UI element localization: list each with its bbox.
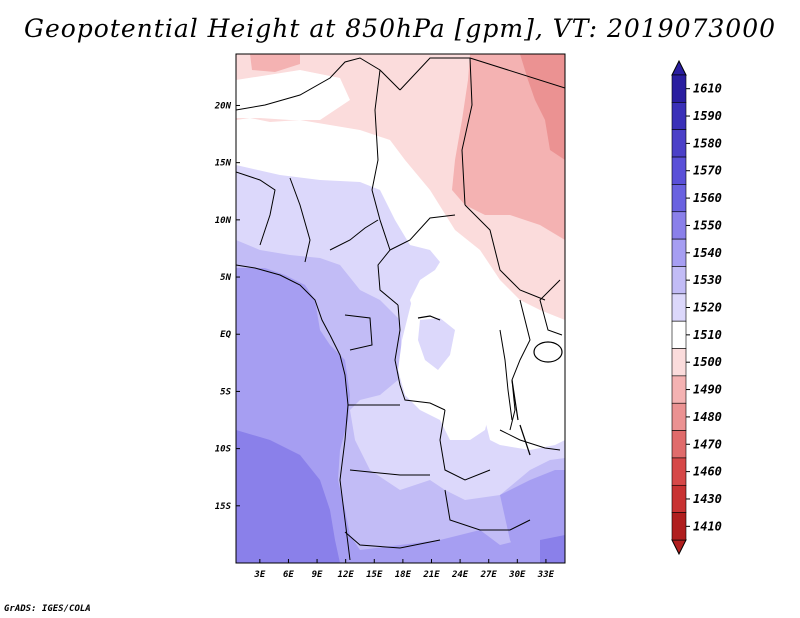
lon-tick-label: 12E <box>338 570 355 580</box>
colorbar-swatch <box>671 375 687 404</box>
lat-tick-label: 10S <box>215 445 232 455</box>
grads-credit: GrADS: IGES/COLA <box>4 604 91 614</box>
colorbar: 1610 1590 1580 1570 1560 1550 1540 1530 1520 1510… <box>671 59 722 556</box>
colorbar-swatch <box>671 402 687 431</box>
colorbar-swatch <box>671 320 687 349</box>
lat-tick-label: 20N <box>214 101 232 111</box>
lon-tick-label: 30E <box>508 570 526 580</box>
contour-1490-nw <box>250 54 300 72</box>
colorbar-label: 1520 <box>693 301 722 315</box>
lon-tick-label: 21E <box>422 570 440 580</box>
lat-tick-label: 10N <box>215 216 232 226</box>
colorbar-label: 1580 <box>693 136 722 150</box>
colorbar-label: 1590 <box>693 109 722 123</box>
colorbar-swatch <box>671 102 687 131</box>
colorbar-label: 1470 <box>693 437 722 451</box>
colorbar-label: 1480 <box>693 410 722 424</box>
lat-tick-label: 5N <box>220 273 231 283</box>
colorbar-label: 1540 <box>693 246 722 260</box>
lon-tick-label: 24E <box>451 570 469 580</box>
lon-tick-label: 6E <box>283 570 294 580</box>
colorbar-label: 1430 <box>693 492 722 506</box>
lat-tick-label: 15N <box>215 159 232 169</box>
colorbar-swatch <box>671 457 687 486</box>
map-frame <box>235 53 566 564</box>
colorbar-top-arrow <box>671 59 687 76</box>
lon-tick-label: 33E <box>537 570 555 580</box>
colorbar-swatch <box>671 238 687 267</box>
colorbar-swatch <box>671 293 687 322</box>
lon-tick-label: 3E <box>253 570 265 580</box>
lon-tick-label: 27E <box>480 570 498 580</box>
colorbar-swatch <box>671 156 687 185</box>
colorbar-swatch <box>671 484 687 513</box>
colorbar-label: 1550 <box>693 218 722 232</box>
contour-1550-se <box>540 535 565 563</box>
colorbar-swatch <box>671 129 687 158</box>
colorbar-label: 1570 <box>693 164 722 178</box>
lat-tick-label: 15S <box>215 502 232 512</box>
lakes <box>417 315 563 456</box>
lon-tick-label: 9E <box>312 570 323 580</box>
colorbar-label: 1510 <box>693 328 722 342</box>
lon-tick-label: 18E <box>395 570 412 580</box>
colorbar-label: 1530 <box>693 273 722 287</box>
colorbar-swatch <box>671 512 687 541</box>
map-title: Geopotential Height at 850hPa [gpm], VT:… <box>23 14 777 43</box>
colorbar-swatch <box>671 74 687 103</box>
colorbar-label: 1490 <box>693 383 722 397</box>
lat-tick-label: EQ <box>220 330 231 340</box>
contour-1520-congo <box>418 318 455 370</box>
lat-axis: 20N 15N 10N 5N EQ 5S 10S 15S <box>214 101 240 512</box>
colorbar-label: 1610 <box>693 82 722 96</box>
contour-1480-east <box>520 54 565 160</box>
colorbar-swatch <box>671 430 687 459</box>
colorbar-label: 1460 <box>693 465 722 479</box>
colorbar-swatch <box>671 348 687 377</box>
colorbar-label: 1560 <box>693 191 722 205</box>
colorbar-swatch <box>671 266 687 295</box>
colorbar-bottom-arrow <box>671 539 687 556</box>
height-field <box>236 54 565 563</box>
colorbar-swatch <box>671 184 687 213</box>
lat-tick-label: 5S <box>220 387 231 397</box>
lon-tick-label: 15E <box>366 570 383 580</box>
country-borders <box>236 57 565 561</box>
colorbar-label: 1410 <box>693 519 722 533</box>
colorbar-swatch <box>671 211 687 240</box>
contour-1550-southwest <box>236 430 340 563</box>
lon-axis: 3E 6E 9E 12E 15E 18E 21E 24E 27E 30E 33E <box>253 559 555 580</box>
colorbar-label: 1500 <box>693 355 722 369</box>
